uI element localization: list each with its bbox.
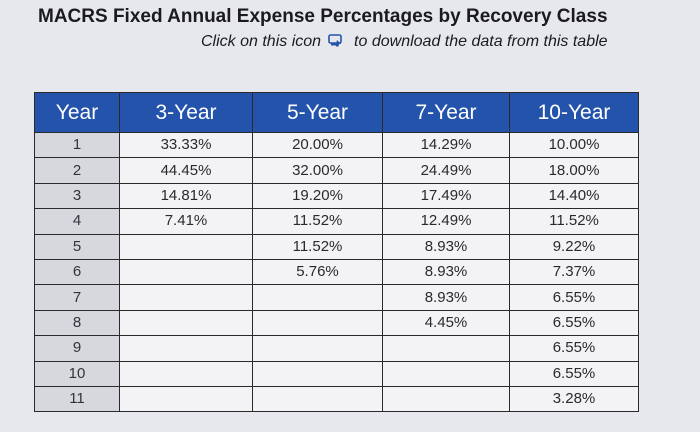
table-row: 10 6.55% [34, 360, 639, 387]
table-row: 8 4.45% 6.55% [34, 309, 639, 337]
value-cell: 10.00% [509, 131, 639, 159]
column-header-year: Year [34, 92, 120, 133]
table-row: 9 6.55% [34, 335, 639, 362]
value-cell [119, 233, 253, 260]
value-cell: 7.41% [119, 208, 253, 235]
page-title: MACRS Fixed Annual Expense Percentages b… [38, 6, 608, 27]
table-row: 4 7.41% 11.52% 12.49% 11.52% [34, 208, 639, 235]
value-cell [252, 284, 383, 311]
download-icon-graphic [328, 34, 342, 47]
instruction-text-before: Click on this icon [201, 33, 322, 50]
table-row: 5 11.52% 8.93% 9.22% [34, 233, 639, 260]
value-cell [382, 385, 510, 413]
value-cell: 18.00% [509, 157, 639, 184]
table-row: 6 5.76% 8.93% 7.37% [34, 258, 639, 286]
value-cell: 6.55% [509, 335, 639, 362]
table-row: 2 44.45% 32.00% 24.49% 18.00% [34, 157, 639, 184]
year-cell: 10 [34, 360, 120, 387]
value-cell: 14.29% [382, 131, 510, 159]
value-cell: 24.49% [382, 157, 510, 184]
value-cell [119, 335, 253, 362]
value-cell: 32.00% [252, 157, 383, 184]
table-row: 11 3.28% [34, 385, 639, 413]
table-header-row: Year 3-Year 5-Year 7-Year 10-Year [34, 92, 639, 133]
value-cell: 14.81% [119, 182, 253, 210]
table-row: 1 33.33% 20.00% 14.29% 10.00% [34, 131, 639, 159]
value-cell: 5.76% [252, 258, 383, 286]
value-cell: 44.45% [119, 157, 253, 184]
value-cell [119, 258, 253, 286]
value-cell: 8.93% [382, 258, 510, 286]
column-header-3-year: 3-Year [119, 92, 253, 133]
year-cell: 6 [34, 258, 120, 286]
instruction-text-after: to download the data from this table [354, 33, 608, 50]
value-cell [119, 385, 253, 413]
value-cell: 8.93% [382, 233, 510, 260]
value-cell: 14.40% [509, 182, 639, 210]
value-cell [252, 385, 383, 413]
value-cell: 33.33% [119, 131, 253, 159]
value-cell [119, 284, 253, 311]
value-cell: 12.49% [382, 208, 510, 235]
value-cell: 6.55% [509, 284, 639, 311]
value-cell [382, 360, 510, 387]
year-cell: 9 [34, 335, 120, 362]
column-header-7-year: 7-Year [382, 92, 510, 133]
column-header-10-year: 10-Year [509, 92, 639, 133]
value-cell: 3.28% [509, 385, 639, 413]
year-cell: 11 [34, 385, 120, 413]
value-cell: 6.55% [509, 360, 639, 387]
value-cell: 11.52% [252, 208, 383, 235]
value-cell: 8.93% [382, 284, 510, 311]
value-cell [252, 309, 383, 337]
value-cell [252, 335, 383, 362]
value-cell [119, 360, 253, 387]
value-cell: 20.00% [252, 131, 383, 159]
value-cell [119, 309, 253, 337]
macrs-table: Year 3-Year 5-Year 7-Year 10-Year 1 33.3… [34, 92, 639, 413]
value-cell: 4.45% [382, 309, 510, 337]
value-cell: 11.52% [509, 208, 639, 235]
column-header-5-year: 5-Year [252, 92, 383, 133]
value-cell: 7.37% [509, 258, 639, 286]
year-cell: 2 [34, 157, 120, 184]
year-cell: 4 [34, 208, 120, 235]
value-cell [382, 335, 510, 362]
value-cell [252, 360, 383, 387]
value-cell: 17.49% [382, 182, 510, 210]
value-cell: 9.22% [509, 233, 639, 260]
value-cell: 19.20% [252, 182, 383, 210]
year-cell: 7 [34, 284, 120, 311]
year-cell: 1 [34, 131, 120, 159]
table-row: 3 14.81% 19.20% 17.49% 14.40% [34, 182, 639, 210]
year-cell: 3 [34, 182, 120, 210]
year-cell: 5 [34, 233, 120, 260]
download-icon[interactable] [328, 34, 344, 48]
year-cell: 8 [34, 309, 120, 337]
value-cell: 6.55% [509, 309, 639, 337]
download-instruction: Click on this icon to download the data … [201, 33, 608, 51]
value-cell: 11.52% [252, 233, 383, 260]
table-row: 7 8.93% 6.55% [34, 284, 639, 311]
